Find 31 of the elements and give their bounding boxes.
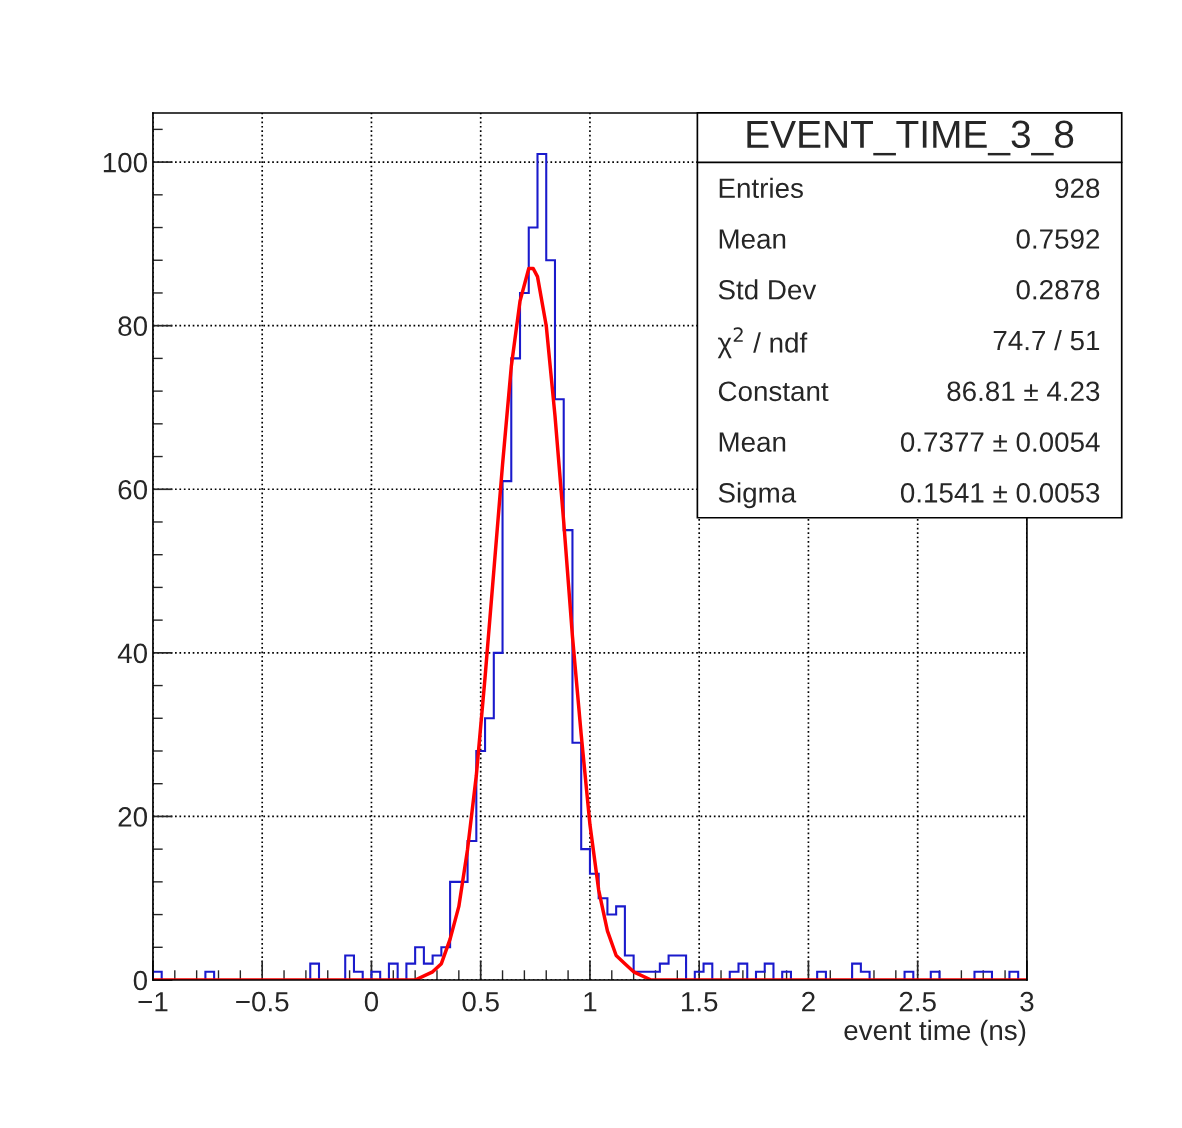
y-tick-label: 80	[118, 316, 148, 337]
annotation: Entries	[719, 177, 803, 199]
chart-title: EVENT_TIME_3_8	[747, 120, 1074, 156]
annotation: Constant	[718, 381, 829, 402]
x-tick-label: 0.5	[462, 991, 499, 1012]
annotation: 74.7 / 51	[993, 329, 1100, 351]
y-tick-label: 60	[118, 479, 148, 500]
x-tick-label: 2.5	[899, 991, 936, 1012]
annotation: 0.1541 ± 0.0053	[900, 482, 1100, 503]
annotation: Sigma	[718, 482, 797, 509]
annotation: 0.7592	[1016, 229, 1100, 249]
y-tick-label: 40	[117, 643, 148, 664]
y-tick-label: 20	[118, 807, 148, 827]
x-tick-label: 0	[364, 991, 379, 1012]
annotation: 0.2878	[1016, 279, 1100, 300]
annotation: Mean	[719, 229, 786, 249]
x-tick-label: 2	[802, 991, 815, 1012]
text: 928	[1055, 178, 1100, 199]
x-axis-title: event time (ns)	[844, 1019, 1026, 1046]
annotation: 86.81 ± 4.23	[947, 381, 1100, 402]
annotation: Std Dev	[718, 279, 817, 300]
x-tick-label: 3	[1020, 991, 1034, 1012]
annotation: χ$^{2}$ / ndf	[717, 327, 808, 359]
x-tick-label: 1.5	[682, 992, 718, 1012]
x-tick-label: −0.5	[236, 991, 289, 1012]
x-tick-label: 1	[584, 992, 597, 1012]
y-tick-label: 0	[133, 970, 147, 991]
y-tick-label: 100	[103, 152, 148, 173]
annotation: Mean	[719, 432, 786, 452]
x-tick-label: −1	[138, 992, 168, 1012]
annotation: 0.7377 ± 0.0054	[900, 432, 1100, 452]
